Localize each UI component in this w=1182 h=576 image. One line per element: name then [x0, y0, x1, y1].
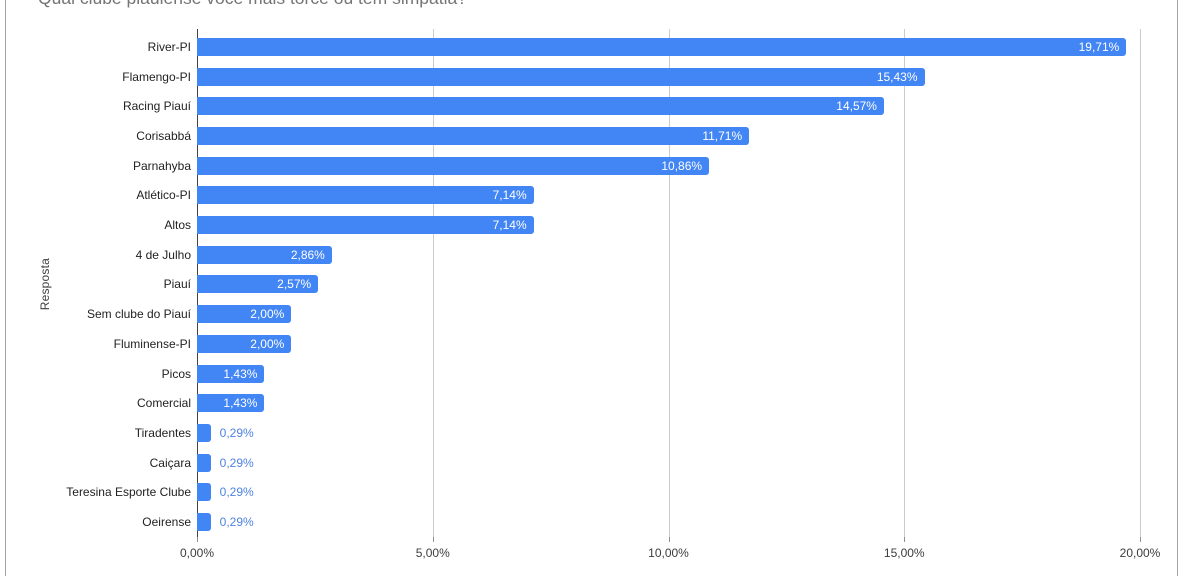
- value-label: 2,00%: [250, 336, 285, 351]
- gridline: [1140, 29, 1141, 537]
- value-label: 10,86%: [661, 158, 703, 173]
- gridline: [668, 29, 670, 537]
- value-label: 2,86%: [290, 247, 325, 262]
- category-label: River-PI: [147, 39, 191, 54]
- x-axis-tick-label: 0,00%: [179, 546, 215, 560]
- bar[interactable]: [197, 513, 211, 532]
- bar[interactable]: [197, 423, 211, 442]
- x-axis-tick-label: 5,00%: [415, 546, 450, 560]
- category-label: Sem clube do Piauí: [86, 307, 191, 322]
- category-label: Piauí: [163, 277, 191, 292]
- gridline: [432, 29, 434, 537]
- category-label: Caiçara: [149, 455, 191, 470]
- bar[interactable]: 15,43%: [197, 67, 925, 86]
- bar[interactable]: 7,14%: [197, 216, 534, 235]
- x-axis-tick-label: 20,00%: [1119, 546, 1161, 560]
- bar-row: Tiradentes 0,29%: [0, 418, 1182, 448]
- bar-row: Picos 1,43%: [0, 359, 1182, 389]
- chart-title: Qual clube piauiense você mais torce ou …: [38, 0, 467, 9]
- value-label: 1,43%: [223, 396, 258, 411]
- bar[interactable]: 2,86%: [197, 245, 332, 264]
- bar-row: Flamengo-PI 15,43%: [0, 62, 1182, 92]
- bar[interactable]: 7,14%: [197, 186, 534, 205]
- value-label: 0,29%: [219, 425, 254, 440]
- bar-row: River-PI 19,71%: [0, 32, 1182, 62]
- value-label: 2,00%: [250, 307, 285, 322]
- bar-row: Caiçara 0,29%: [0, 448, 1182, 478]
- category-label: Teresina Esporte Clube: [66, 485, 191, 500]
- bar-rows: River-PI 19,71% Flamengo-PI 15,43% Racing Pi…: [0, 32, 1182, 537]
- category-label: Atlético-PI: [136, 188, 191, 203]
- bar[interactable]: 1,43%: [197, 394, 265, 413]
- bar[interactable]: [197, 483, 211, 502]
- category-label: Tiradentes: [134, 425, 191, 440]
- value-label: 7,14%: [492, 188, 527, 203]
- category-label: Parnahyba: [132, 158, 191, 173]
- bar[interactable]: 1,43%: [197, 364, 265, 383]
- bar[interactable]: 14,57%: [197, 97, 884, 116]
- category-label: Altos: [164, 218, 191, 233]
- bar-row: Oeirense 0,29%: [0, 507, 1182, 537]
- bar-row: Altos 7,14%: [0, 210, 1182, 240]
- x-axis: 0,00% 5,00% 10,00% 15,00% 20,00%: [0, 537, 1182, 567]
- category-label: Corisabbá: [136, 128, 191, 143]
- value-label: 7,14%: [492, 218, 527, 233]
- bar[interactable]: [197, 453, 211, 472]
- chart-frame-border-right: [1177, 0, 1178, 576]
- bar-row: Parnahyba 10,86%: [0, 151, 1182, 181]
- category-label: Oeirense: [142, 515, 191, 530]
- x-axis-tick: [197, 537, 198, 542]
- x-axis-tick: [668, 537, 670, 542]
- bar[interactable]: 2,00%: [197, 305, 292, 324]
- bar-row: Atlético-PI 7,14%: [0, 181, 1182, 211]
- bar-row: Piauí 2,57%: [0, 270, 1182, 300]
- value-label: 1,43%: [223, 366, 258, 381]
- x-axis-tick-label: 15,00%: [883, 546, 925, 560]
- bar-row: Fluminense-PI 2,00%: [0, 329, 1182, 359]
- category-label: 4 de Julho: [135, 247, 191, 262]
- value-label: 0,29%: [219, 515, 254, 530]
- category-label: Flamengo-PI: [122, 69, 191, 84]
- chart-frame-border-left: [5, 0, 6, 576]
- x-axis-tick: [904, 537, 906, 542]
- gridline: [904, 29, 906, 537]
- x-axis-tick: [432, 537, 434, 542]
- bar-row: 4 de Julho 2,86%: [0, 240, 1182, 270]
- bar-row: Racing Piauí 14,57%: [0, 91, 1182, 121]
- category-label: Picos: [161, 366, 191, 381]
- bar[interactable]: 19,71%: [197, 37, 1127, 56]
- value-label: 14,57%: [836, 99, 877, 114]
- bar-row: Corisabbá 11,71%: [0, 121, 1182, 151]
- bar-row: Comercial 1,43%: [0, 388, 1182, 418]
- bar[interactable]: 11,71%: [197, 126, 750, 145]
- bar-row: Teresina Esporte Clube 0,29%: [0, 478, 1182, 508]
- value-label: 15,43%: [876, 69, 918, 84]
- value-label: 2,57%: [277, 277, 312, 292]
- category-label: Fluminense-PI: [113, 336, 191, 351]
- category-label: Comercial: [136, 396, 191, 411]
- bar[interactable]: 10,86%: [197, 156, 710, 175]
- x-axis-tick-label: 10,00%: [648, 546, 689, 560]
- bar[interactable]: 2,57%: [197, 275, 319, 294]
- value-label: 19,71%: [1078, 39, 1120, 54]
- value-label: 11,71%: [702, 128, 743, 143]
- value-label: 0,29%: [219, 485, 254, 500]
- bar-row: Sem clube do Piauí 2,00%: [0, 299, 1182, 329]
- value-label: 0,29%: [219, 455, 254, 470]
- category-label: Racing Piauí: [122, 99, 191, 114]
- x-axis-tick: [1140, 537, 1141, 542]
- bar[interactable]: 2,00%: [197, 334, 292, 353]
